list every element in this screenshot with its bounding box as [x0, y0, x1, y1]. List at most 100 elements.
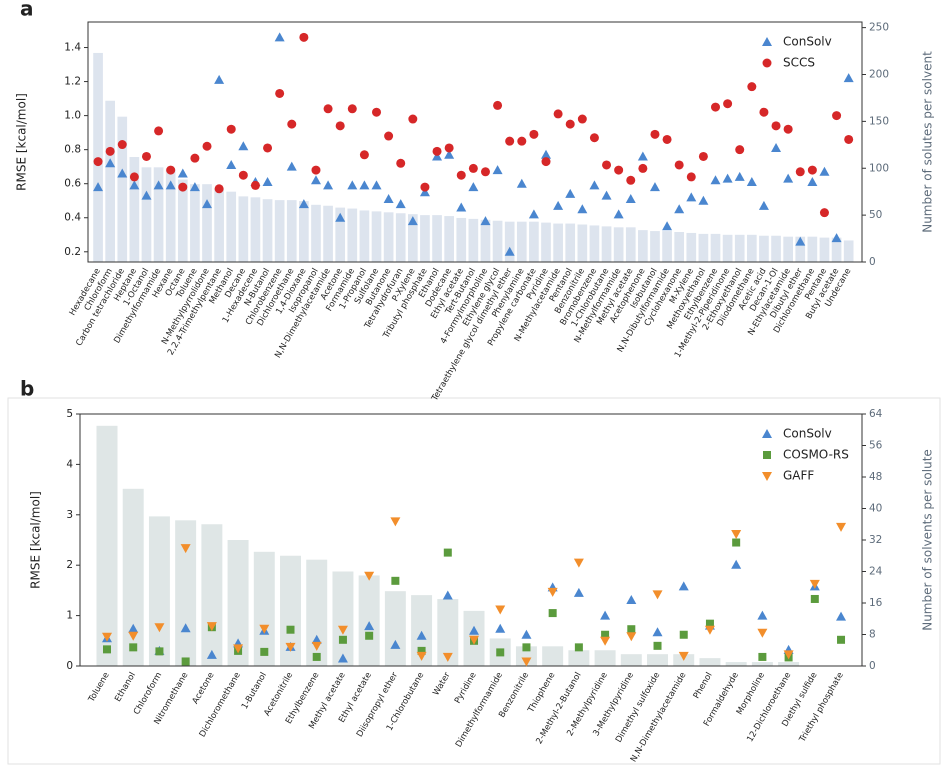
marker	[103, 645, 112, 654]
legend-label: COSMO-RS	[783, 448, 849, 462]
bar	[306, 559, 328, 666]
marker	[311, 165, 321, 175]
marker	[238, 141, 249, 151]
marker	[638, 163, 648, 173]
bar	[553, 223, 563, 262]
marker	[468, 163, 478, 173]
marker	[731, 559, 742, 569]
marker	[637, 151, 648, 161]
marker	[548, 609, 557, 618]
bar	[620, 654, 642, 666]
bar	[323, 205, 333, 262]
bar	[843, 240, 854, 262]
marker	[419, 187, 430, 197]
marker	[105, 158, 116, 168]
bar	[541, 222, 551, 262]
marker	[492, 165, 503, 175]
marker	[819, 208, 829, 218]
y2-axis-label: Number of solutes per solvent	[921, 51, 935, 233]
marker	[589, 133, 599, 143]
marker	[529, 129, 539, 139]
marker	[323, 104, 333, 114]
marker	[206, 649, 217, 659]
marker	[843, 73, 854, 83]
marker	[734, 171, 745, 181]
marker	[364, 621, 375, 631]
marker	[678, 651, 689, 661]
y-tick-label: 5	[66, 408, 73, 420]
y2-tick-label: 150	[869, 115, 889, 127]
bar	[420, 215, 430, 262]
legend-label: GAFF	[783, 469, 814, 483]
marker	[625, 194, 636, 204]
marker	[190, 153, 200, 163]
marker	[517, 136, 527, 146]
marker	[722, 173, 733, 183]
marker	[819, 166, 830, 176]
marker	[311, 641, 322, 651]
marker	[783, 173, 794, 183]
marker	[262, 177, 273, 186]
bar	[638, 230, 648, 262]
y-tick-label: 1.4	[64, 42, 81, 54]
marker	[456, 170, 466, 180]
marker	[338, 635, 347, 644]
marker	[577, 204, 588, 214]
bar	[662, 231, 672, 262]
bar	[831, 237, 842, 262]
marker	[166, 165, 176, 175]
y-tick-label: 0.4	[64, 212, 81, 224]
marker	[372, 107, 382, 117]
bar	[568, 650, 590, 666]
marker	[335, 121, 345, 131]
x-tick-label: Pyridine	[453, 671, 479, 706]
bar	[594, 650, 616, 666]
marker	[735, 145, 745, 155]
marker	[662, 134, 672, 144]
marker	[731, 529, 742, 539]
bar	[299, 201, 309, 262]
marker	[444, 143, 454, 153]
marker	[759, 107, 769, 117]
marker	[601, 190, 612, 200]
y2-tick-label: 40	[869, 503, 882, 515]
bar	[710, 233, 721, 262]
marker	[652, 590, 663, 600]
y2-tick-label: 56	[869, 440, 883, 452]
bar	[280, 555, 301, 666]
marker	[832, 111, 842, 121]
panel-frame	[7, 397, 941, 765]
marker	[763, 451, 771, 459]
bar	[647, 654, 669, 666]
marker	[577, 114, 587, 124]
marker	[312, 652, 321, 661]
marker	[416, 651, 427, 661]
bar	[227, 540, 249, 666]
marker	[105, 146, 115, 156]
marker	[762, 37, 772, 46]
bar	[286, 200, 297, 262]
marker	[480, 167, 490, 177]
x-tick-label: Phenol	[692, 671, 715, 701]
bar	[504, 221, 515, 262]
marker	[836, 611, 847, 621]
marker	[565, 119, 575, 129]
marker	[541, 157, 551, 167]
marker	[287, 119, 297, 129]
bar	[358, 575, 380, 666]
bar	[444, 216, 454, 262]
marker	[795, 236, 806, 246]
marker	[652, 627, 663, 637]
bar	[226, 191, 237, 262]
bar	[411, 595, 433, 666]
marker	[771, 121, 781, 131]
bar	[105, 100, 115, 262]
marker	[442, 652, 453, 662]
marker	[214, 184, 224, 194]
marker	[226, 159, 237, 169]
marker	[155, 647, 164, 656]
marker	[153, 180, 164, 190]
marker	[154, 126, 164, 136]
marker	[626, 632, 637, 642]
panel-label: b	[20, 377, 34, 401]
